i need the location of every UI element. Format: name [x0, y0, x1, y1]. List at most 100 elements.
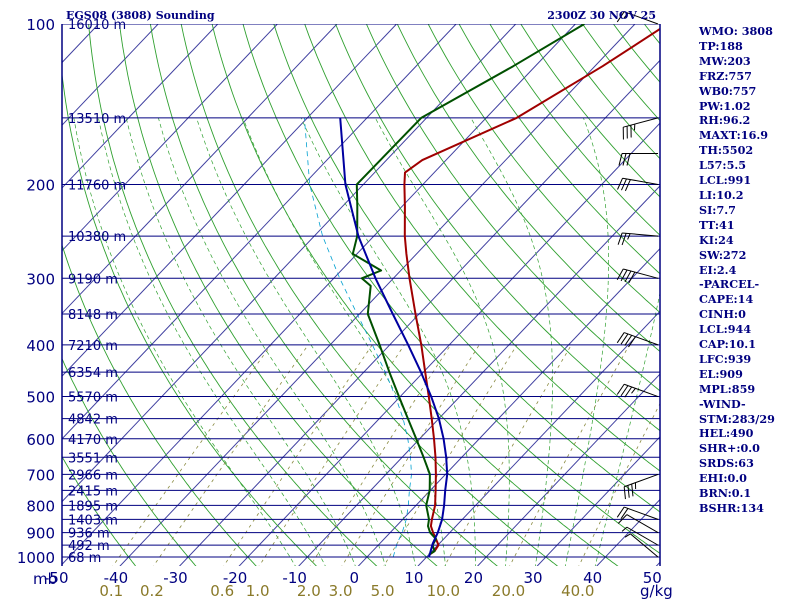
- wind-barb-flag: [617, 232, 623, 245]
- sounding-index-item: RH:96.2: [699, 113, 751, 128]
- temperature-tick-label: 20: [464, 569, 483, 587]
- dry-adiabat-line: [458, 24, 660, 275]
- isotherm-line: [62, 24, 576, 566]
- wind-barb-flag: [620, 385, 629, 397]
- sounding-index-item: -WIND-: [699, 396, 746, 411]
- dry-adiabat-line: [62, 455, 137, 566]
- sounding-index-item: LCL:944: [699, 322, 752, 337]
- sounding-index-item: TT:41: [699, 217, 735, 232]
- wind-barb-staff: [624, 473, 659, 488]
- temperature-tick-label: 0: [349, 569, 359, 587]
- height-label: 13510 m: [68, 112, 126, 127]
- temperature-tick-label: -40: [104, 569, 129, 587]
- mixing-ratio-tick-label: 0.2: [140, 582, 164, 600]
- wind-barb: [617, 232, 659, 246]
- mixing-ratio-unit-label: g/kg: [640, 582, 673, 600]
- height-label: 6354 m: [68, 366, 118, 381]
- wind-barb-flag: [631, 483, 634, 497]
- wind-barb-flag: [623, 486, 626, 500]
- wind-barb-staff: [622, 232, 659, 237]
- wind-barb-flag: [620, 333, 629, 345]
- pressure-tick-label: 200: [26, 176, 55, 194]
- sounding-index-item: SI:7.7: [699, 202, 736, 217]
- wind-barb: [617, 514, 659, 534]
- temperature-tick-label: -30: [163, 569, 188, 587]
- height-label: 936 m: [68, 527, 110, 542]
- sounding-index-item: EL:909: [699, 366, 743, 381]
- dry-adiabat-line: [304, 24, 660, 472]
- wind-barb-flag: [621, 233, 627, 246]
- height-label: 5570 m: [68, 391, 118, 406]
- sounding-index-item: L57:5.5: [699, 158, 747, 173]
- wind-barb-flag: [617, 177, 624, 190]
- height-label: 10380 m: [68, 230, 126, 245]
- isotherm-line: [238, 122, 660, 566]
- pressure-tick-label: 500: [26, 389, 55, 407]
- wind-barb-flag: [628, 336, 636, 348]
- sounding-index-item: WB0:757: [699, 83, 757, 98]
- mixing-ratio-tick-label: 5.0: [371, 582, 395, 600]
- pressure-tick-label: 1000: [17, 549, 55, 567]
- pressure-tick-label: 600: [26, 431, 55, 449]
- dry-adiabat-line: [335, 24, 660, 432]
- mixing-ratio-line: [309, 344, 451, 566]
- wind-barb-half-flag: [624, 533, 631, 538]
- isotherm-line: [536, 436, 660, 566]
- wind-barb-staff: [624, 11, 659, 25]
- sounding-index-item: BRN:0.1: [699, 486, 752, 501]
- dry-adiabat-line: [273, 24, 660, 513]
- sounding-index-item: BSHR:134: [699, 501, 764, 515]
- isotherm-line: [62, 24, 219, 189]
- wind-barb-staff: [626, 526, 659, 546]
- mixing-ratio-tick-label: 10.0: [427, 582, 460, 600]
- dry-adiabat-line: [242, 24, 660, 555]
- wind-barb: [617, 177, 659, 192]
- pressure-axis: 100 200 300 400 500 600 700 800 900 1000: [17, 16, 55, 567]
- sounding-index-item: SRDS:63: [699, 456, 754, 471]
- temperature-tick-label: 40: [583, 569, 602, 587]
- wind-barb-flag: [624, 270, 632, 283]
- isotherm-line: [62, 24, 278, 252]
- parcel-line: [339, 117, 449, 558]
- isotherm-line: [357, 247, 660, 566]
- dewpoint-line: [351, 24, 585, 556]
- height-label: 2415 m: [68, 484, 118, 499]
- mixing-ratio-line: [112, 344, 272, 566]
- wind-barb-flag: [624, 386, 633, 398]
- sounding-index-item: EHI:0.0: [699, 471, 747, 486]
- height-label: 1895 m: [68, 499, 118, 514]
- height-label: 3551 m: [68, 451, 118, 466]
- chart-title: EGS08 (3808) Sounding: [66, 9, 215, 22]
- wind-barb-staff: [623, 268, 659, 279]
- mixing-ratio-line: [223, 344, 373, 566]
- wind-barb-half-flag: [623, 12, 629, 19]
- mixing-ratio-tick-label: 1.0: [246, 582, 270, 600]
- sounding-index-item: SW:272: [699, 247, 747, 262]
- height-label: 7210 m: [68, 339, 118, 354]
- dry-adiabat-line: [211, 24, 619, 566]
- isotherm-line: [62, 24, 457, 440]
- wind-barb: [618, 153, 658, 166]
- sounding-index-item: TP:188: [699, 38, 743, 53]
- sounding-index-item: LI:10.2: [699, 187, 744, 202]
- isotherm-line: [62, 24, 338, 315]
- wind-barb-half-flag: [631, 388, 636, 394]
- wind-barb-flag: [624, 179, 631, 192]
- mixing-ratio-tick-label: 40.0: [561, 582, 594, 600]
- mixing-ratio-line: [341, 344, 480, 566]
- height-label: 1403 m: [68, 513, 118, 528]
- mixing-ratio-tick-label: 0.1: [99, 582, 123, 600]
- sounding-index-item: SHR+:0.0: [699, 441, 760, 456]
- sounding-index-item: EI:2.4: [699, 262, 737, 277]
- height-label: 4842 m: [68, 413, 118, 428]
- height-label: 492 m: [68, 539, 110, 554]
- wind-barb-staff: [630, 533, 659, 558]
- temperature-tick-label: -10: [282, 569, 307, 587]
- wind-barb-flag: [618, 153, 623, 166]
- sounding-index-item: KI:24: [699, 232, 734, 247]
- mixing-ratio-axis: 0.1 0.2 0.6 1.0 2.0 3.0 5.0 10.0 20.0 40.0: [99, 582, 594, 600]
- pressure-tick-label: 900: [26, 525, 55, 543]
- temperature-tick-label: -20: [223, 569, 248, 587]
- wind-barb: [616, 383, 659, 398]
